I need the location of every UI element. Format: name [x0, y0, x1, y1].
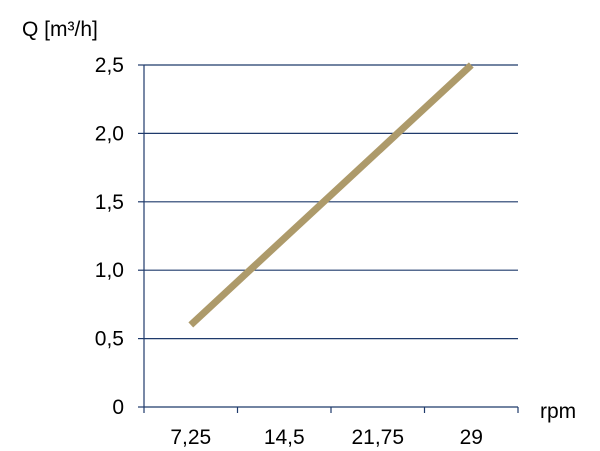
y-tick-label: 1,5 — [95, 191, 124, 214]
x-tick-label: 21,75 — [351, 426, 404, 449]
y-tick-label: 2,5 — [95, 54, 124, 77]
x-tick-label: 7,25 — [170, 426, 211, 449]
x-tick-label: 14,5 — [264, 426, 305, 449]
grid-lines — [144, 64, 518, 340]
y-tick-label: 0,5 — [95, 328, 124, 351]
series-layer — [188, 62, 474, 328]
x-tick-label: 29 — [460, 426, 483, 449]
tick-labels: 0 0,5 1,0 1,5 2,0 2,5 7,25 14,5 21,75 29 — [95, 54, 483, 449]
y-tick-label: 1,0 — [95, 259, 124, 282]
y-axis-label: Q [m³/h] — [22, 18, 98, 41]
x-axis-label: rpm — [540, 400, 576, 423]
series-line — [188, 62, 474, 328]
y-tick-label: 2,0 — [95, 122, 124, 145]
y-tick-label: 0 — [112, 396, 124, 419]
axes — [138, 64, 519, 413]
